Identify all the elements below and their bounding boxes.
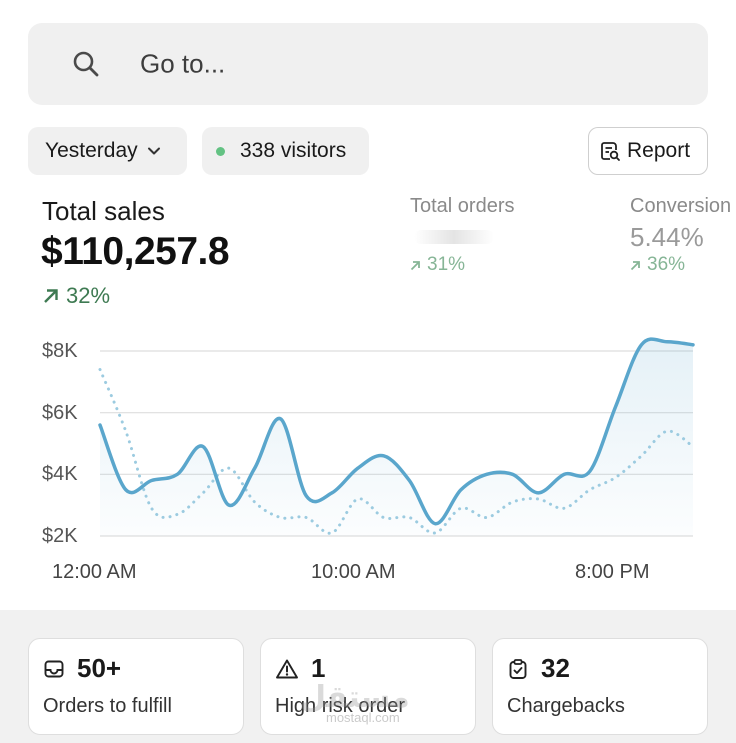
report-icon xyxy=(601,142,620,161)
visitors-label: 338 visitors xyxy=(240,139,347,162)
arrow-up-right-icon xyxy=(44,289,58,303)
card-label: Orders to fulfill xyxy=(43,695,172,717)
conversion-change: 36% xyxy=(630,254,685,276)
y-tick-label: $6K xyxy=(42,402,78,424)
card-value: 1 xyxy=(275,653,325,684)
report-button[interactable]: Report xyxy=(588,127,708,175)
chevron-down-icon xyxy=(147,147,160,155)
current-series-line xyxy=(98,337,695,526)
live-indicator-dot xyxy=(216,146,225,156)
arrow-up-right-icon xyxy=(630,260,640,270)
card-label: Chargebacks xyxy=(507,695,625,717)
sales-area-fill xyxy=(100,339,693,536)
card-value-text: 32 xyxy=(541,653,570,683)
report-label: Report xyxy=(627,139,691,162)
x-tick-label: 12:00 AM xyxy=(52,561,137,583)
conversion-label: Conversion xyxy=(630,195,732,217)
clipboard-check-icon xyxy=(509,658,527,679)
card-label: High risk order xyxy=(275,695,406,717)
comparison-series-line xyxy=(98,368,695,535)
watermark-url: mostaql.com xyxy=(326,710,400,725)
conversion-change-value: 36% xyxy=(647,254,686,275)
date-range-dropdown[interactable]: Yesterday xyxy=(28,127,187,175)
y-tick-label: $8K xyxy=(42,340,78,362)
card-value: 50+ xyxy=(43,653,121,684)
date-range-label: Yesterday xyxy=(45,139,138,162)
total-sales-change: 32% xyxy=(42,283,110,309)
x-tick-label: 8:00 PM xyxy=(575,561,650,583)
total-sales-change-value: 32% xyxy=(66,283,111,308)
inbox-icon xyxy=(44,660,64,677)
orders-to-fulfill-card[interactable]: 50+ Orders to fulfill xyxy=(28,638,244,735)
x-tick-label: 10:00 AM xyxy=(311,561,396,583)
live-visitors-chip[interactable]: 338 visitors xyxy=(202,127,369,175)
sales-line-chart[interactable] xyxy=(0,330,736,560)
card-value: 32 xyxy=(507,653,570,684)
y-tick-label: $2K xyxy=(42,525,78,547)
search-icon xyxy=(73,51,99,77)
search-bar[interactable]: Go to... xyxy=(28,23,708,105)
total-orders-label: Total orders xyxy=(410,195,515,217)
total-sales-label: Total sales xyxy=(42,196,165,226)
card-value-text: 1 xyxy=(311,653,326,683)
watermark-logo: مستقل xyxy=(300,681,410,714)
card-value-text: 50+ xyxy=(77,653,122,683)
total-orders-change: 31% xyxy=(410,254,465,276)
total-sales-value: $110,257.8 xyxy=(41,230,230,273)
arrow-up-right-icon xyxy=(410,260,420,270)
warning-icon xyxy=(276,659,298,678)
y-tick-label: $4K xyxy=(42,463,78,485)
redacted-value-blur xyxy=(414,230,494,244)
chargebacks-card[interactable]: 32 Chargebacks xyxy=(492,638,708,735)
conversion-value: 5.44% xyxy=(630,222,704,252)
high-risk-order-card[interactable]: 1 High risk order xyxy=(260,638,476,735)
search-input[interactable]: Go to... xyxy=(140,48,226,79)
total-orders-change-value: 31% xyxy=(427,254,466,275)
